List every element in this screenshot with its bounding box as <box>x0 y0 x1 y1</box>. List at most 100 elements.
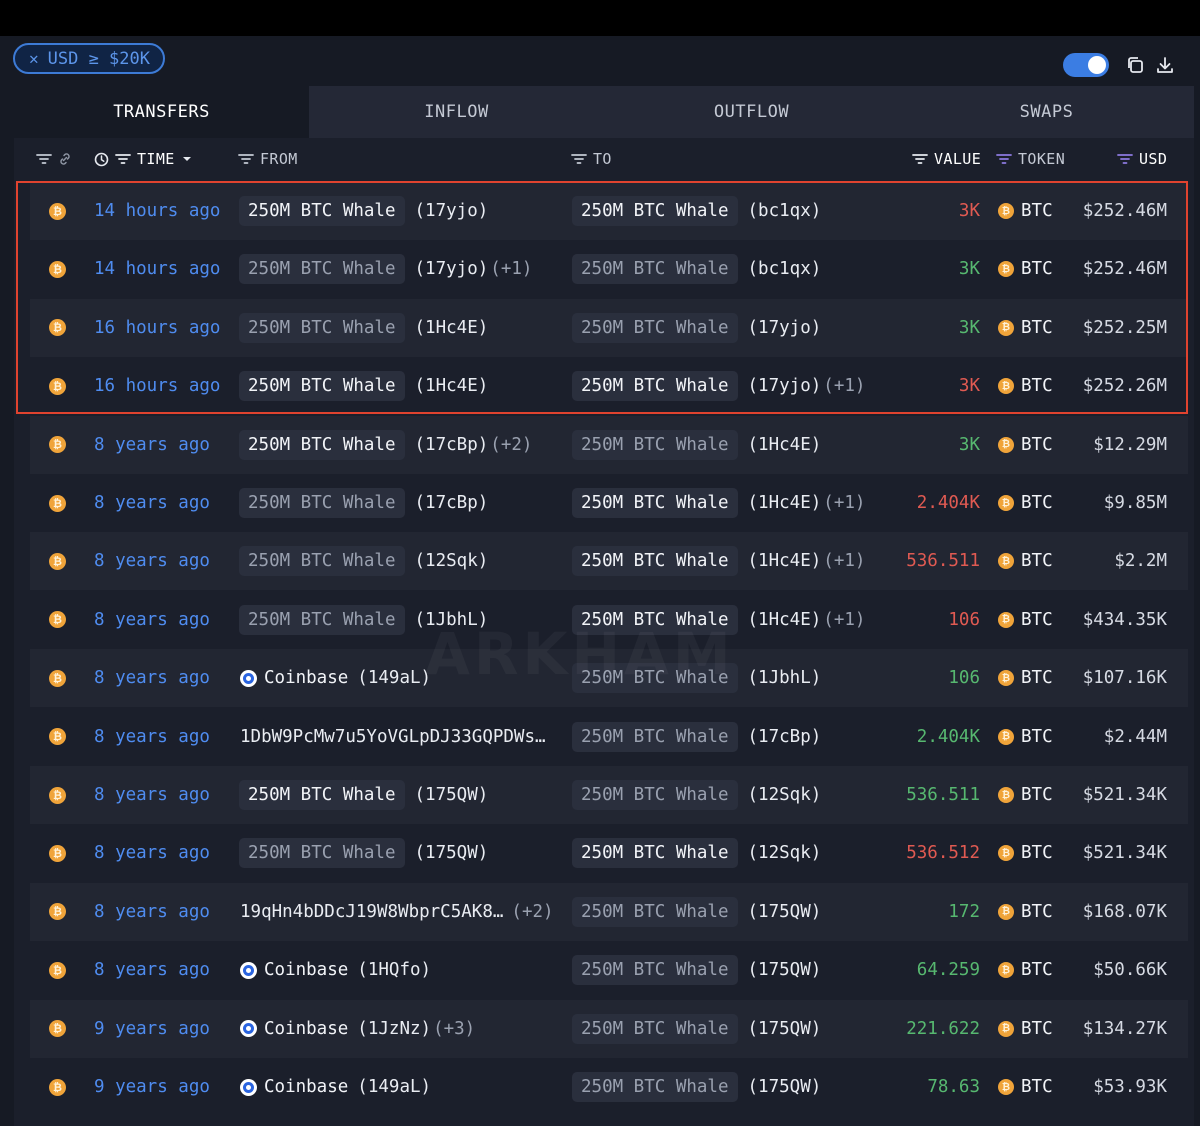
to-entity-tag[interactable]: 250M BTC Whale <box>572 663 738 694</box>
table-row[interactable]: ₿ 8 years ago Coinbase (149aL) 250M BTC Whal… <box>30 649 1188 708</box>
token-cell[interactable]: ₿ BTC <box>998 240 1053 298</box>
to-address[interactable]: (1Hc4E) <box>747 609 822 630</box>
from-address-raw[interactable]: 19qHn4bDDcJ19W8WbprC5AK8… <box>240 901 504 922</box>
tab-inflow[interactable]: INFLOW <box>309 86 604 138</box>
time-cell[interactable]: 14 hours ago <box>94 259 221 280</box>
tab-swaps[interactable]: SWAPS <box>899 86 1194 138</box>
from-entity-tag[interactable]: 250M BTC Whale <box>239 371 405 402</box>
time-cell[interactable]: 14 hours ago <box>94 201 221 221</box>
to-entity-tag[interactable]: 250M BTC Whale <box>572 371 738 402</box>
table-row[interactable]: ₿ 8 years ago 250M BTC Whale (175QW) 250M BT… <box>30 766 1188 824</box>
token-cell[interactable]: ₿ BTC <box>998 474 1053 532</box>
to-address[interactable]: (1Hc4E) <box>747 434 822 455</box>
value-column-header[interactable]: VALUE <box>912 138 981 180</box>
to-address[interactable]: (1Hc4E) <box>747 493 822 513</box>
to-entity-tag[interactable]: 250M BTC Whale <box>572 780 738 810</box>
from-address[interactable]: (1Hc4E) <box>414 317 489 338</box>
time-cell[interactable]: 8 years ago <box>94 551 210 572</box>
token-cell[interactable]: ₿ BTC <box>998 766 1053 824</box>
time-cell[interactable]: 9 years ago <box>94 1077 210 1097</box>
table-row[interactable]: ₿ 14 hours ago 250M BTC Whale (17yjo) 250M B… <box>30 182 1188 240</box>
table-row[interactable]: ₿ 8 years ago 1DbW9PcMw7u5YoVGLpDJ33GQPDWs… <box>30 708 1188 766</box>
to-entity-tag[interactable]: 250M BTC Whale <box>572 312 738 343</box>
from-entity-tag[interactable]: 250M BTC Whale <box>239 196 405 226</box>
token-cell[interactable]: ₿ BTC <box>998 708 1053 766</box>
from-address[interactable]: (17yjo) <box>414 201 489 221</box>
table-row[interactable]: ₿ 9 years ago Coinbase (149aL) 250M BTC Whal… <box>30 1058 1188 1116</box>
to-extra-count[interactable]: (+1) <box>823 493 866 513</box>
to-entity-tag[interactable]: 250M BTC Whale <box>572 546 738 577</box>
token-cell[interactable]: ₿ BTC <box>998 824 1053 882</box>
time-cell[interactable]: 8 years ago <box>94 901 210 922</box>
to-entity-tag[interactable]: 250M BTC Whale <box>572 1072 738 1102</box>
from-column-header[interactable]: FROM <box>238 138 298 180</box>
copy-icon[interactable] <box>1124 54 1146 76</box>
time-cell[interactable]: 8 years ago <box>94 668 210 689</box>
token-column-header[interactable]: TOKEN <box>996 138 1065 180</box>
time-column-header[interactable]: TIME <box>94 138 193 180</box>
to-entity-tag[interactable]: 250M BTC Whale <box>572 721 738 752</box>
from-address[interactable]: (175QW) <box>414 843 489 864</box>
from-entity-coinbase[interactable]: Coinbase <box>240 668 348 688</box>
to-address[interactable]: (175QW) <box>747 901 822 922</box>
download-icon[interactable] <box>1154 54 1176 76</box>
from-address[interactable]: (17cBp) <box>414 493 489 513</box>
from-entity-tag[interactable]: 250M BTC Whale <box>239 254 405 285</box>
from-entity-tag[interactable]: 250M BTC Whale <box>239 546 405 577</box>
table-row[interactable]: ₿ 8 years ago 250M BTC Whale (175QW) 250M BT… <box>30 824 1188 882</box>
from-address[interactable]: (1JbhL) <box>414 609 489 630</box>
time-cell[interactable]: 8 years ago <box>94 726 210 747</box>
usd-filter-chip[interactable]: ✕ USD ≥ $20K <box>13 43 165 74</box>
table-row[interactable]: ₿ 16 hours ago 250M BTC Whale (1Hc4E) 250M B… <box>30 357 1188 415</box>
token-cell[interactable]: ₿ BTC <box>998 532 1053 590</box>
from-entity-tag[interactable]: 250M BTC Whale <box>239 780 405 810</box>
to-entity-tag[interactable]: 250M BTC Whale <box>572 604 738 635</box>
table-row[interactable]: ₿ 8 years ago 250M BTC Whale (12Sqk) 250M BT… <box>30 532 1188 591</box>
table-row[interactable]: ₿ 16 hours ago 250M BTC Whale (1Hc4E) 250M B… <box>30 298 1188 357</box>
tab-outflow[interactable]: OUTFLOW <box>604 86 899 138</box>
to-address[interactable]: (17yjo) <box>747 376 822 397</box>
tab-transfers[interactable]: TRANSFERS <box>14 86 309 138</box>
time-cell[interactable]: 8 years ago <box>94 493 210 513</box>
to-address[interactable]: (bc1qx) <box>747 201 822 221</box>
time-cell[interactable]: 9 years ago <box>94 1018 210 1039</box>
token-cell[interactable]: ₿ BTC <box>998 591 1053 649</box>
table-row[interactable]: ₿ 8 years ago 250M BTC Whale (17cBp) (+2) 250… <box>30 415 1188 474</box>
to-entity-tag[interactable]: 250M BTC Whale <box>572 896 738 927</box>
from-address[interactable]: (149aL) <box>357 1077 432 1097</box>
link-filter[interactable] <box>36 138 72 180</box>
to-address[interactable]: (175QW) <box>747 960 822 981</box>
to-address[interactable]: (17yjo) <box>747 317 822 338</box>
token-cell[interactable]: ₿ BTC <box>998 1058 1053 1116</box>
to-entity-tag[interactable]: 250M BTC Whale <box>572 254 738 285</box>
time-cell[interactable]: 16 hours ago <box>94 376 221 397</box>
view-toggle[interactable] <box>1063 53 1109 77</box>
from-entity-tag[interactable]: 250M BTC Whale <box>239 838 405 869</box>
to-address[interactable]: (175QW) <box>747 1077 822 1097</box>
from-entity-tag[interactable]: 250M BTC Whale <box>239 488 405 518</box>
table-row[interactable]: ₿ 8 years ago 19qHn4bDDcJ19W8WbprC5AK8… (+2… <box>30 882 1188 941</box>
to-address[interactable]: (1JbhL) <box>747 668 822 689</box>
to-address[interactable]: (12Sqk) <box>747 785 822 805</box>
to-entity-tag[interactable]: 250M BTC Whale <box>572 955 738 986</box>
to-address[interactable]: (bc1qx) <box>747 259 822 280</box>
from-address[interactable]: (1Hc4E) <box>414 376 489 397</box>
from-address[interactable]: (12Sqk) <box>414 551 489 572</box>
to-address[interactable]: (17cBp) <box>747 726 822 747</box>
to-extra-count[interactable]: (+1) <box>823 376 866 397</box>
from-extra-count[interactable]: (+2) <box>490 434 533 455</box>
from-address[interactable]: (175QW) <box>414 785 489 805</box>
time-cell[interactable]: 8 years ago <box>94 960 210 981</box>
to-entity-tag[interactable]: 250M BTC Whale <box>572 196 738 226</box>
to-address[interactable]: (175QW) <box>747 1018 822 1039</box>
to-entity-tag[interactable]: 250M BTC Whale <box>572 488 738 518</box>
token-cell[interactable]: ₿ BTC <box>998 941 1053 999</box>
token-cell[interactable]: ₿ BTC <box>998 357 1053 415</box>
from-entity-coinbase[interactable]: Coinbase <box>240 1019 348 1039</box>
usd-column-header[interactable]: USD <box>1117 138 1167 180</box>
from-address-raw[interactable]: 1DbW9PcMw7u5YoVGLpDJ33GQPDWs… <box>240 726 546 747</box>
to-entity-tag[interactable]: 250M BTC Whale <box>572 838 738 869</box>
from-entity-coinbase[interactable]: Coinbase <box>240 1077 348 1097</box>
table-row[interactable]: ₿ 8 years ago 250M BTC Whale (17cBp) 250M BT… <box>30 474 1188 532</box>
table-row[interactable]: ₿ 9 years ago Coinbase (1JzNz) (+3) 250M BTC … <box>30 999 1188 1058</box>
